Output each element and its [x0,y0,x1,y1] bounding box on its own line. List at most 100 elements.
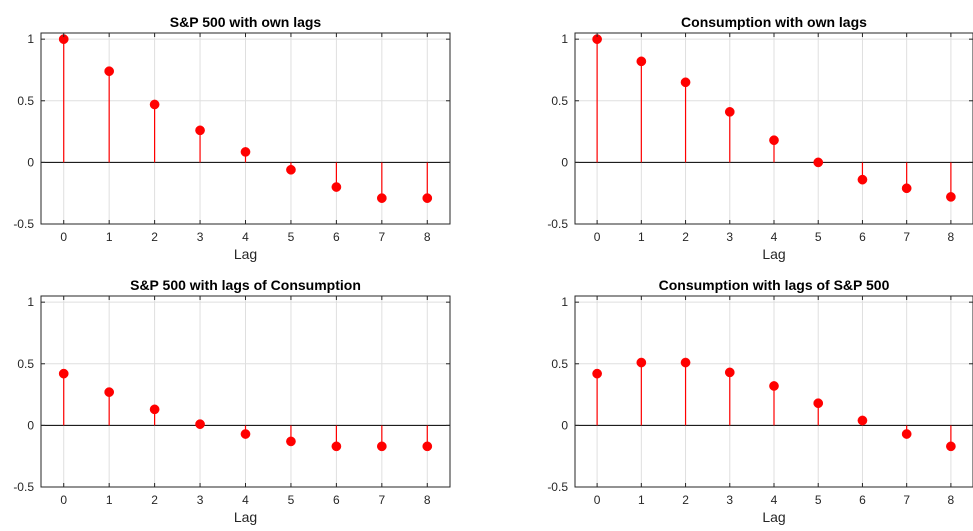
y-tick-label: -0.5 [547,217,568,231]
x-tick-label: 8 [948,230,955,244]
x-axis-label: Lag [762,246,785,262]
y-tick-label: 1 [561,32,568,46]
x-tick-label: 4 [771,230,778,244]
stem-series [592,34,956,202]
y-tick-label: 0 [561,418,568,432]
x-tick-label: 1 [106,493,113,507]
stem-marker [813,157,824,168]
stem-marker [724,107,735,117]
stem-marker [58,368,69,379]
stem-series [58,368,433,452]
stem-marker [724,367,735,378]
stem-marker [901,429,912,439]
stem-marker [857,174,868,185]
x-tick-label: 5 [288,230,295,244]
x-tick-label: 8 [424,230,431,244]
x-tick-label: 2 [151,230,158,244]
x-tick-label: 7 [903,493,910,507]
chart-sp500-consumption-lags: 0 1 2 3 4 5 6 7 8 1 0.5 0 -0.5 S&P 500 with lags of C… [13,277,451,525]
x-tick-label: 6 [333,493,340,507]
x-tick-label: 4 [771,493,778,507]
stem-marker [149,404,160,415]
x-tick-label: 5 [815,493,822,507]
stem-marker [149,99,160,110]
x-tick-label: 7 [378,493,385,507]
y-tick-label: -0.5 [547,480,568,494]
x-tick-label: 2 [682,230,689,244]
stem-marker [286,164,296,175]
stem-marker [857,415,868,426]
x-tick-label: 3 [726,230,733,244]
x-tick-label: 6 [333,230,340,244]
stem-marker [680,77,691,88]
x-tick-label: 6 [859,493,866,507]
stem-series [58,34,433,203]
y-tick-label: 0.5 [17,94,34,108]
y-tick-label: -0.5 [13,217,34,231]
chart-consumption-own-lags: 0 1 2 3 4 5 6 7 8 1 0.5 0 -0.5 Consumption with own l… [547,14,973,262]
y-tick-label: 0.5 [551,357,568,371]
x-tick-label: 5 [815,230,822,244]
x-tick-label: 2 [682,493,689,507]
stem-marker [286,436,296,447]
x-tick-label: 1 [638,493,645,507]
stem-series [592,357,956,452]
x-tick-label: 1 [106,230,113,244]
stem-marker [636,56,647,67]
chart-title: Consumption with own lags [681,14,867,30]
y-tick-label: 1 [27,295,34,309]
y-tick-label: 0.5 [17,357,34,371]
stem-marker [195,125,205,136]
stem-marker [422,441,433,452]
stem-marker [769,135,779,146]
x-tick-label: 7 [903,230,910,244]
y-tick-label: 0 [561,155,568,169]
stem-marker [195,419,205,430]
chart-title: Consumption with lags of S&P 500 [659,277,890,293]
chart-consumption-sp500-lags: 0 1 2 3 4 5 6 7 8 1 0.5 0 -0.5 Consumption with lags … [547,277,973,525]
chart-title: S&P 500 with lags of Consumption [130,277,361,293]
stem-marker [104,387,115,397]
x-tick-label: 0 [60,493,67,507]
x-tick-label: 4 [242,230,249,244]
stem-marker [813,398,824,409]
stem-marker [901,183,912,194]
x-tick-label: 4 [242,493,249,507]
x-tick-label: 6 [859,230,866,244]
stem-marker [376,441,387,452]
y-tick-label: 0 [27,155,34,169]
x-tick-label: 3 [197,493,204,507]
stem-marker [946,441,956,452]
y-tick-label: 1 [27,32,34,46]
stem-marker [240,147,251,157]
y-tick-label: 0.5 [551,94,568,108]
x-tick-label: 1 [638,230,645,244]
chart-title: S&P 500 with own lags [170,14,322,30]
chart-sp500-own-lags: 0 1 2 3 4 5 6 7 8 1 0.5 0 -0.5 S&P 500 with own lags L… [13,14,451,262]
x-tick-label: 8 [424,493,431,507]
x-tick-label: 0 [594,493,601,507]
x-tick-label: 8 [948,493,955,507]
stem-marker [104,66,115,77]
x-axis-label: Lag [234,246,257,262]
x-axis-label: Lag [234,509,257,525]
stem-marker [422,193,433,203]
stem-marker [636,357,647,368]
y-tick-label: 0 [27,418,34,432]
x-tick-label: 5 [288,493,295,507]
stem-marker [769,381,779,391]
x-tick-label: 0 [594,230,601,244]
y-tick-label: 1 [561,295,568,309]
stem-marker [376,193,387,203]
stem-marker [946,192,956,202]
x-tick-label: 3 [726,493,733,507]
x-tick-label: 2 [151,493,158,507]
stem-marker [240,429,251,439]
stem-marker [592,368,602,379]
y-tick-label: -0.5 [13,480,34,494]
stem-marker [331,441,342,452]
x-tick-label: 0 [60,230,67,244]
x-tick-label: 3 [197,230,204,244]
x-tick-label: 7 [378,230,385,244]
